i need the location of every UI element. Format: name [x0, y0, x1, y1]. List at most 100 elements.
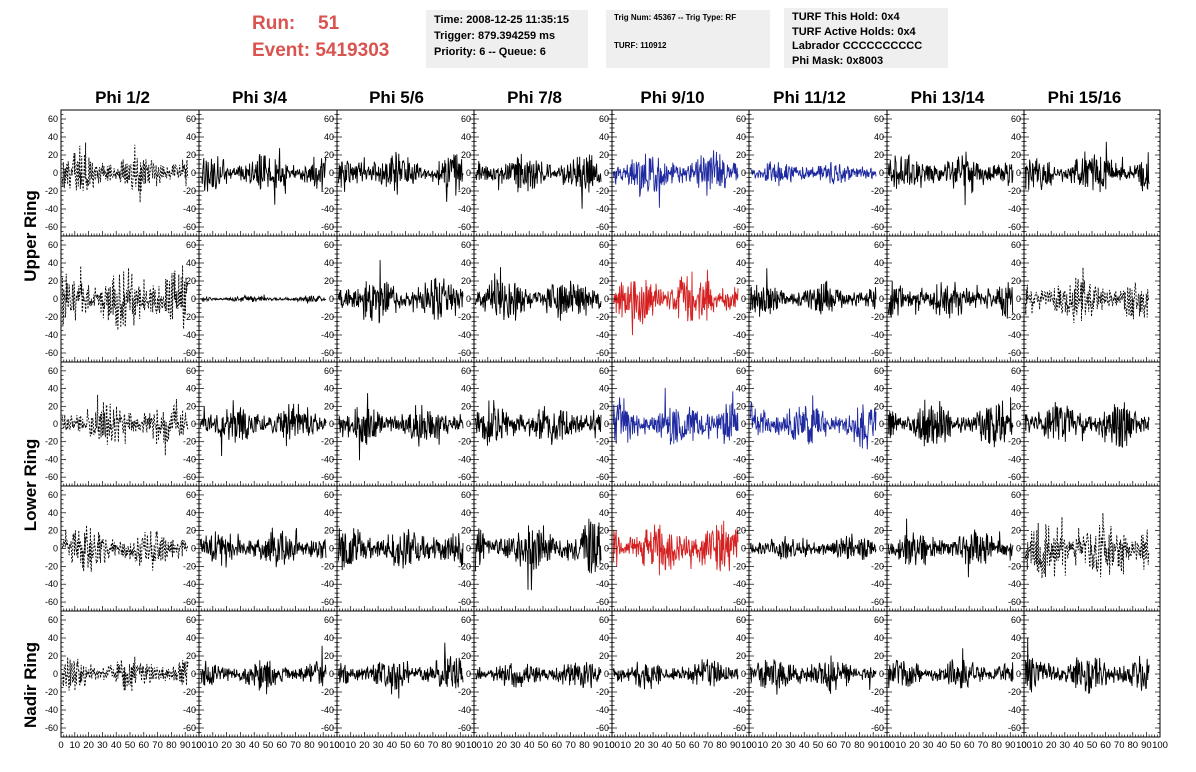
xtick-label-c4: 40: [662, 740, 673, 751]
xtick-label-c6: 20: [909, 740, 920, 751]
phi-mask-line: Phi Mask: 0x8003: [792, 54, 884, 67]
ytick-label-r4-c3: -40: [458, 705, 471, 715]
waveform-r4-c5: [749, 655, 877, 695]
ytick-label-r4-c1: 0: [191, 669, 196, 679]
ytick-label-r1-c3: 20: [461, 276, 471, 286]
turf-line: TURF: 110912: [614, 41, 667, 50]
ytick-label-r3-c0: -40: [45, 579, 58, 589]
ytick-label-r1-c2: 0: [329, 294, 334, 304]
ytick-label-r2-c1: 0: [191, 419, 196, 429]
ytick-label-r2-c1: -20: [183, 437, 196, 447]
ytick-label-r0-c2: 20: [324, 150, 334, 160]
xtick-label-c7: 20: [1046, 740, 1057, 751]
event-label: Event:: [252, 40, 311, 61]
ytick-label-r3-c6: 40: [874, 508, 884, 518]
trig-info-box: Trig Num: 45367 -- Trig Type: RF TURF: 1…: [606, 10, 770, 68]
xtick-label-c1: 100: [329, 740, 345, 751]
ytick-label-r2-c4: -40: [596, 454, 609, 464]
ytick-label-r0-c1: 20: [186, 150, 196, 160]
waveform-r4-c6: [887, 648, 1014, 689]
xtick-label-c3: 70: [565, 740, 576, 751]
ytick-label-r4-c6: 20: [874, 651, 884, 661]
ytick-label-r0-c0: 0: [53, 168, 58, 178]
ytick-label-r3-c0: -60: [45, 597, 58, 607]
ytick-label-r0-c0: -40: [45, 204, 58, 214]
xtick-label-c2: 80: [441, 740, 452, 751]
ytick-label-r0-c2: 0: [329, 168, 334, 178]
trigger-line: Trigger: 879.394259 ms: [434, 30, 556, 42]
ytick-label-r1-c4: 0: [604, 294, 609, 304]
ytick-label-r3-c7: -40: [1008, 579, 1021, 589]
ytick-label-r4-c2: 60: [324, 615, 334, 625]
xtick-label-c7: 10: [1032, 740, 1043, 751]
ytick-label-r2-c6: -40: [871, 454, 884, 464]
xtick-label-c0: 50: [125, 740, 136, 751]
xtick-label-c6: 90: [1005, 740, 1016, 751]
waveform-r1-c0: [61, 265, 189, 331]
ytick-label-r0-c4: -20: [596, 186, 609, 196]
ytick-label-r3-c0: 20: [48, 526, 58, 536]
ytick-label-r4-c5: 0: [741, 669, 746, 679]
xtick-label-c3: 0: [471, 740, 476, 751]
column-header-phi-7-8: Phi 7/8: [507, 88, 562, 107]
ytick-label-r4-c3: 40: [461, 633, 471, 643]
ytick-label-r3-c5: 40: [736, 508, 746, 518]
ytick-label-r2-c1: 40: [186, 384, 196, 394]
ytick-label-r1-c3: 60: [461, 240, 471, 250]
xtick-label-c6: 70: [978, 740, 989, 751]
ytick-label-r0-c3: 60: [461, 114, 471, 124]
xtick-label-c1: 90: [318, 740, 329, 751]
ytick-label-r4-c6: 40: [874, 633, 884, 643]
ytick-label-r3-c1: 20: [186, 526, 196, 536]
waveform-r4-c3: [475, 662, 602, 689]
waveform-r3-c0: [61, 525, 189, 572]
ytick-label-r0-c3: -60: [458, 222, 471, 232]
ytick-label-r1-c1: 40: [186, 258, 196, 268]
column-header-phi-5-6: Phi 5/6: [369, 88, 424, 107]
xtick-label-c0: 60: [139, 740, 150, 751]
ytick-label-r1-c6: -60: [871, 348, 884, 358]
xtick-label-c3: 40: [524, 740, 535, 751]
ytick-label-r3-c6: 60: [874, 490, 884, 500]
turf-active-holds: TURF Active Holds: 0x4: [792, 25, 916, 38]
ytick-label-r3-c2: -60: [321, 597, 334, 607]
xtick-label-c3: 10: [483, 740, 494, 751]
ytick-label-r4-c5: -60: [733, 723, 746, 733]
ytick-label-r4-c6: -40: [871, 705, 884, 715]
ytick-label-r3-c4: 20: [599, 526, 609, 536]
ytick-label-r0-c6: -20: [871, 186, 884, 196]
ytick-label-r1-c3: -60: [458, 348, 471, 358]
priority-line: Priority: 6 -- Queue: 6: [434, 46, 546, 58]
ytick-label-r0-c2: -20: [321, 186, 334, 196]
ytick-label-r0-c6: -60: [871, 222, 884, 232]
xtick-label-c2: 60: [414, 740, 425, 751]
xtick-label-c3: 60: [552, 740, 563, 751]
xtick-label-c5: 70: [840, 740, 851, 751]
ytick-label-r1-c7: 60: [1011, 240, 1021, 250]
xtick-label-c6: 0: [884, 740, 889, 751]
ytick-label-r0-c0: 20: [48, 150, 58, 160]
ytick-label-r4-c5: 20: [736, 651, 746, 661]
ytick-label-r0-c4: 0: [604, 168, 609, 178]
xtick-label-c5: 10: [758, 740, 769, 751]
column-header-phi-15-16: Phi 15/16: [1047, 88, 1122, 107]
ytick-label-r1-c5: 60: [736, 240, 746, 250]
ytick-label-r4-c0: -40: [45, 705, 58, 715]
xtick-label-c2: 0: [334, 740, 339, 751]
ytick-label-r2-c4: 60: [599, 366, 609, 376]
ytick-label-r2-c2: 60: [324, 366, 334, 376]
ytick-label-r1-c3: 0: [466, 294, 471, 304]
ytick-label-r0-c0: 40: [48, 132, 58, 142]
ytick-label-r2-c6: 60: [874, 366, 884, 376]
ytick-label-r2-c7: -20: [1008, 437, 1021, 447]
ytick-label-r3-c6: 0: [879, 544, 884, 554]
xtick-label-c6: 40: [937, 740, 948, 751]
ytick-label-r2-c0: -40: [45, 454, 58, 464]
xtick-label-c1: 80: [304, 740, 315, 751]
ytick-label-r1-c3: 40: [461, 258, 471, 268]
ytick-label-r0-c3: -20: [458, 186, 471, 196]
ytick-label-r0-c1: -20: [183, 186, 196, 196]
xtick-label-c4: 20: [634, 740, 645, 751]
ytick-label-r0-c1: -40: [183, 204, 196, 214]
